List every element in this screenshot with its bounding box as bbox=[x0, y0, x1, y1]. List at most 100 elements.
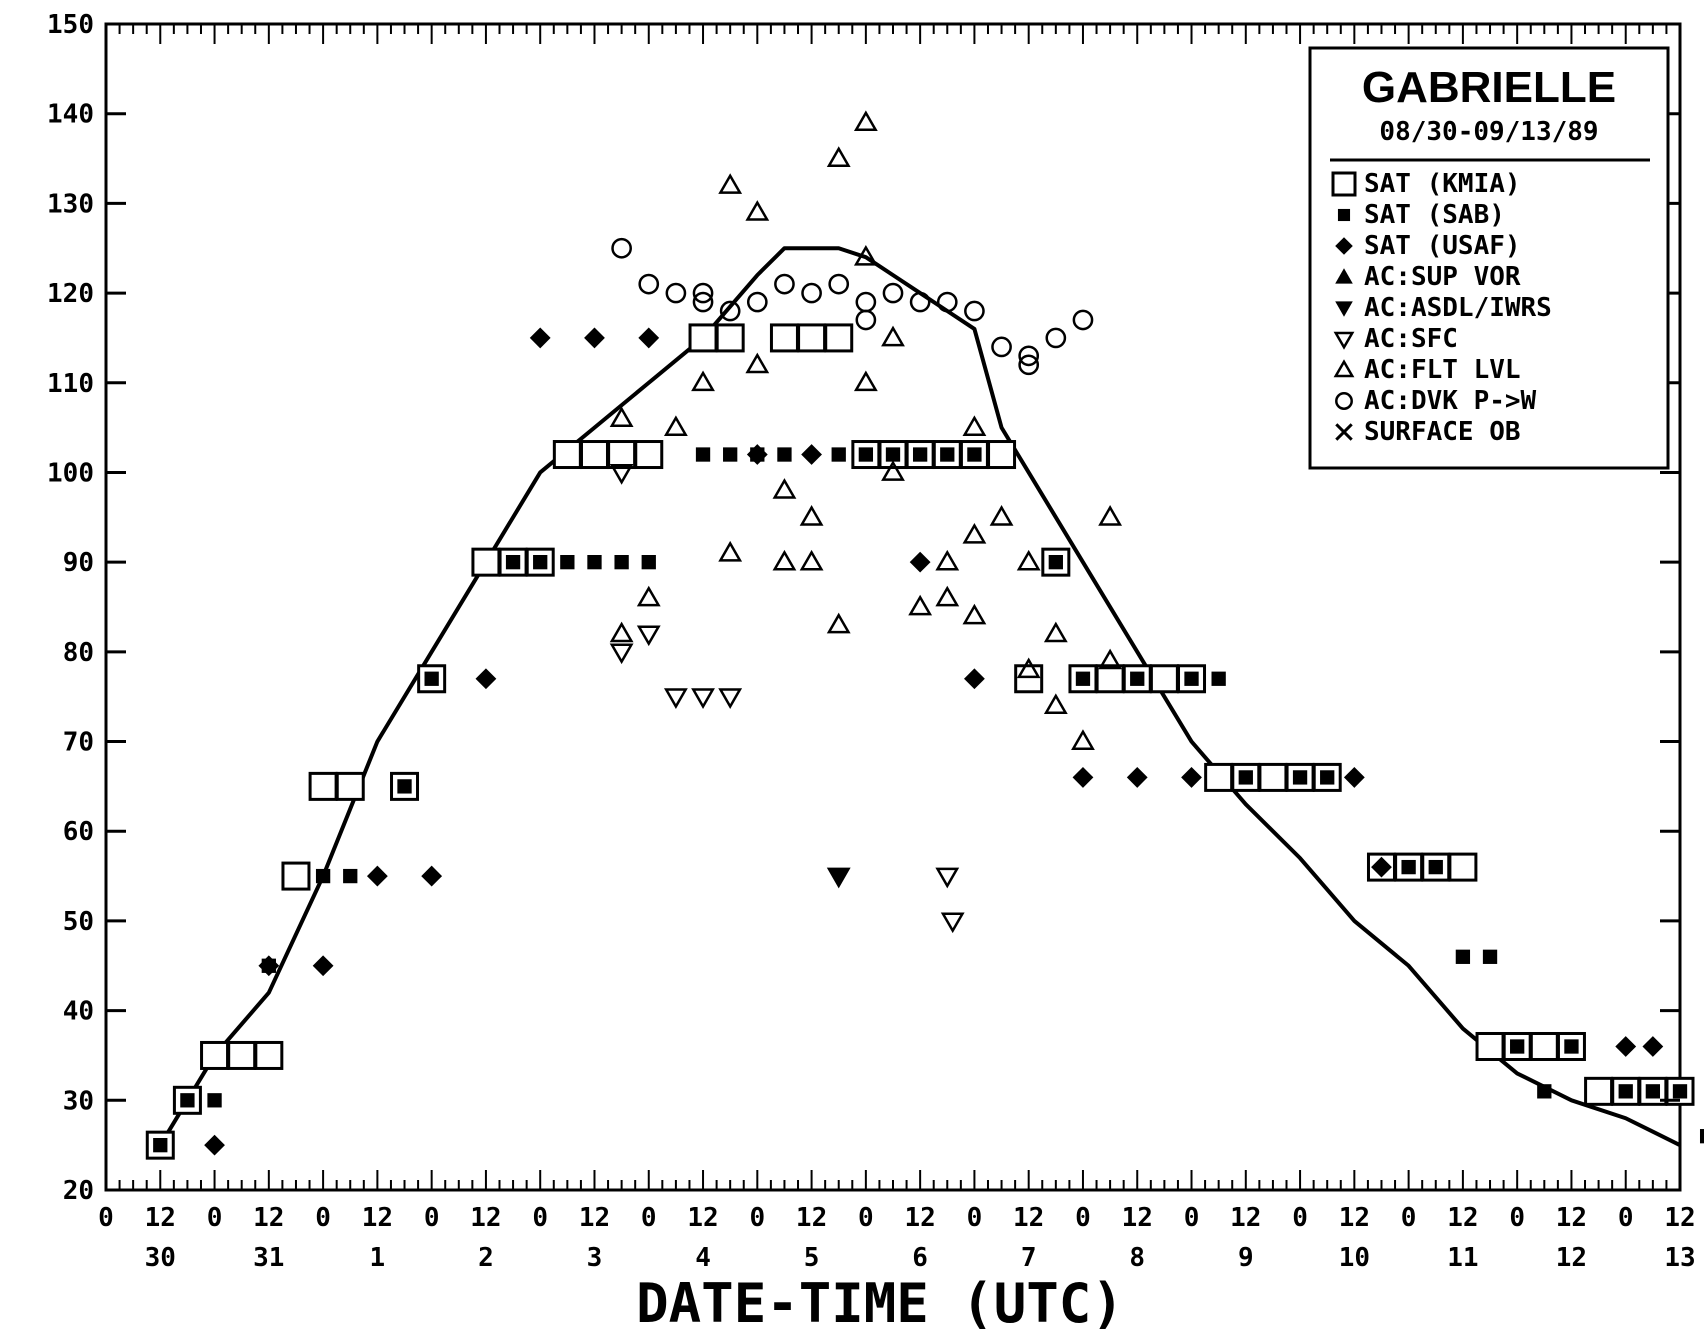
x-tick-label: 12 bbox=[687, 1203, 718, 1233]
data-point bbox=[991, 336, 1012, 358]
data-point bbox=[909, 551, 931, 573]
legend-marker bbox=[1331, 171, 1357, 197]
data-point bbox=[935, 549, 960, 571]
series-square-open bbox=[145, 323, 1695, 1160]
data-point bbox=[746, 444, 768, 465]
data-point bbox=[826, 146, 851, 167]
data-point bbox=[1699, 1129, 1704, 1144]
data-point bbox=[828, 273, 850, 295]
legend-label: AC:ASDL/IWRS bbox=[1364, 293, 1552, 323]
data-point bbox=[1510, 1039, 1525, 1054]
data-point bbox=[1482, 949, 1498, 964]
x-tick-label: 0 bbox=[315, 1203, 331, 1233]
x-day-label: 7 bbox=[1021, 1243, 1037, 1273]
data-point bbox=[824, 323, 854, 353]
data-point bbox=[695, 447, 711, 462]
data-point bbox=[745, 200, 770, 221]
data-point bbox=[579, 440, 609, 470]
data-point bbox=[560, 555, 575, 570]
legend-entry: AC:SFC bbox=[1333, 324, 1458, 354]
data-point bbox=[638, 327, 660, 349]
data-points-layer bbox=[145, 110, 1704, 1160]
x-day-label: 9 bbox=[1238, 1243, 1254, 1273]
data-point bbox=[772, 478, 797, 499]
data-point bbox=[987, 440, 1017, 470]
data-point bbox=[312, 955, 334, 977]
x-tick-label: 12 bbox=[579, 1203, 610, 1233]
data-point bbox=[1475, 1031, 1505, 1061]
data-point bbox=[799, 549, 824, 571]
data-point bbox=[180, 1093, 195, 1108]
data-point bbox=[691, 688, 715, 709]
data-point bbox=[254, 1040, 284, 1070]
data-point bbox=[772, 549, 797, 571]
series-circle-open bbox=[611, 237, 1094, 376]
data-point bbox=[1184, 671, 1199, 686]
data-point bbox=[962, 603, 987, 625]
x-tick-label: 12 bbox=[1447, 1203, 1478, 1233]
data-point bbox=[801, 282, 822, 304]
x-tick-label: 0 bbox=[641, 1203, 657, 1233]
x-tick-label: 0 bbox=[1509, 1203, 1525, 1233]
data-point bbox=[609, 464, 634, 485]
x-day-label: 10 bbox=[1339, 1243, 1370, 1273]
legend-marker bbox=[1335, 268, 1353, 284]
data-point bbox=[1642, 1036, 1664, 1057]
x-tick-label: 0 bbox=[98, 1203, 114, 1233]
x-day-label: 30 bbox=[145, 1243, 176, 1273]
data-point bbox=[258, 955, 280, 977]
y-tick-label: 90 bbox=[63, 548, 94, 578]
data-point bbox=[1556, 1031, 1586, 1061]
data-point bbox=[1043, 693, 1068, 715]
y-tick-label: 70 bbox=[63, 728, 94, 758]
data-point bbox=[609, 406, 634, 428]
data-point bbox=[1448, 852, 1478, 882]
data-point bbox=[1618, 1084, 1633, 1099]
y-tick-label: 140 bbox=[47, 100, 94, 130]
data-point bbox=[315, 868, 331, 884]
data-point bbox=[1130, 671, 1145, 686]
data-point bbox=[638, 273, 660, 295]
data-point bbox=[745, 352, 770, 374]
legend-entry: AC:SUP VOR bbox=[1335, 262, 1521, 292]
data-point bbox=[688, 323, 718, 353]
y-tick-label: 110 bbox=[47, 369, 94, 399]
data-point bbox=[641, 555, 656, 570]
best-track-layer bbox=[158, 246, 1681, 1147]
data-point bbox=[1231, 762, 1261, 792]
data-point bbox=[964, 668, 985, 690]
data-point bbox=[1048, 555, 1063, 570]
legend-marker bbox=[1335, 423, 1353, 441]
data-point bbox=[718, 688, 743, 709]
data-point bbox=[962, 415, 987, 437]
legend-marker bbox=[1335, 237, 1353, 255]
y-tick-label: 30 bbox=[63, 1086, 94, 1116]
data-point bbox=[774, 273, 795, 295]
x-tick-label: 0 bbox=[207, 1203, 223, 1233]
data-point bbox=[1072, 767, 1094, 788]
data-point bbox=[1098, 505, 1123, 526]
series-triangle-down-open bbox=[609, 464, 965, 934]
x-day-label: 12 bbox=[1556, 1243, 1587, 1273]
data-point bbox=[723, 447, 738, 462]
data-point bbox=[912, 447, 928, 462]
best-track-line bbox=[158, 246, 1681, 1147]
legend-label: AC:SFC bbox=[1364, 324, 1458, 354]
x-tick-label: 0 bbox=[1184, 1203, 1200, 1233]
data-point bbox=[826, 867, 851, 889]
data-point bbox=[882, 282, 904, 304]
data-point bbox=[777, 447, 792, 462]
data-point bbox=[831, 447, 846, 462]
data-point bbox=[1045, 327, 1067, 349]
data-point bbox=[1075, 671, 1091, 686]
data-point bbox=[858, 447, 874, 462]
x-tick-label: 12 bbox=[1230, 1203, 1261, 1233]
y-tick-label: 40 bbox=[63, 997, 94, 1027]
data-point bbox=[281, 861, 311, 891]
data-point bbox=[718, 540, 743, 562]
series-diamond-filled bbox=[204, 327, 1664, 1156]
data-point bbox=[308, 771, 338, 801]
data-point bbox=[908, 594, 933, 616]
data-point bbox=[967, 447, 982, 462]
